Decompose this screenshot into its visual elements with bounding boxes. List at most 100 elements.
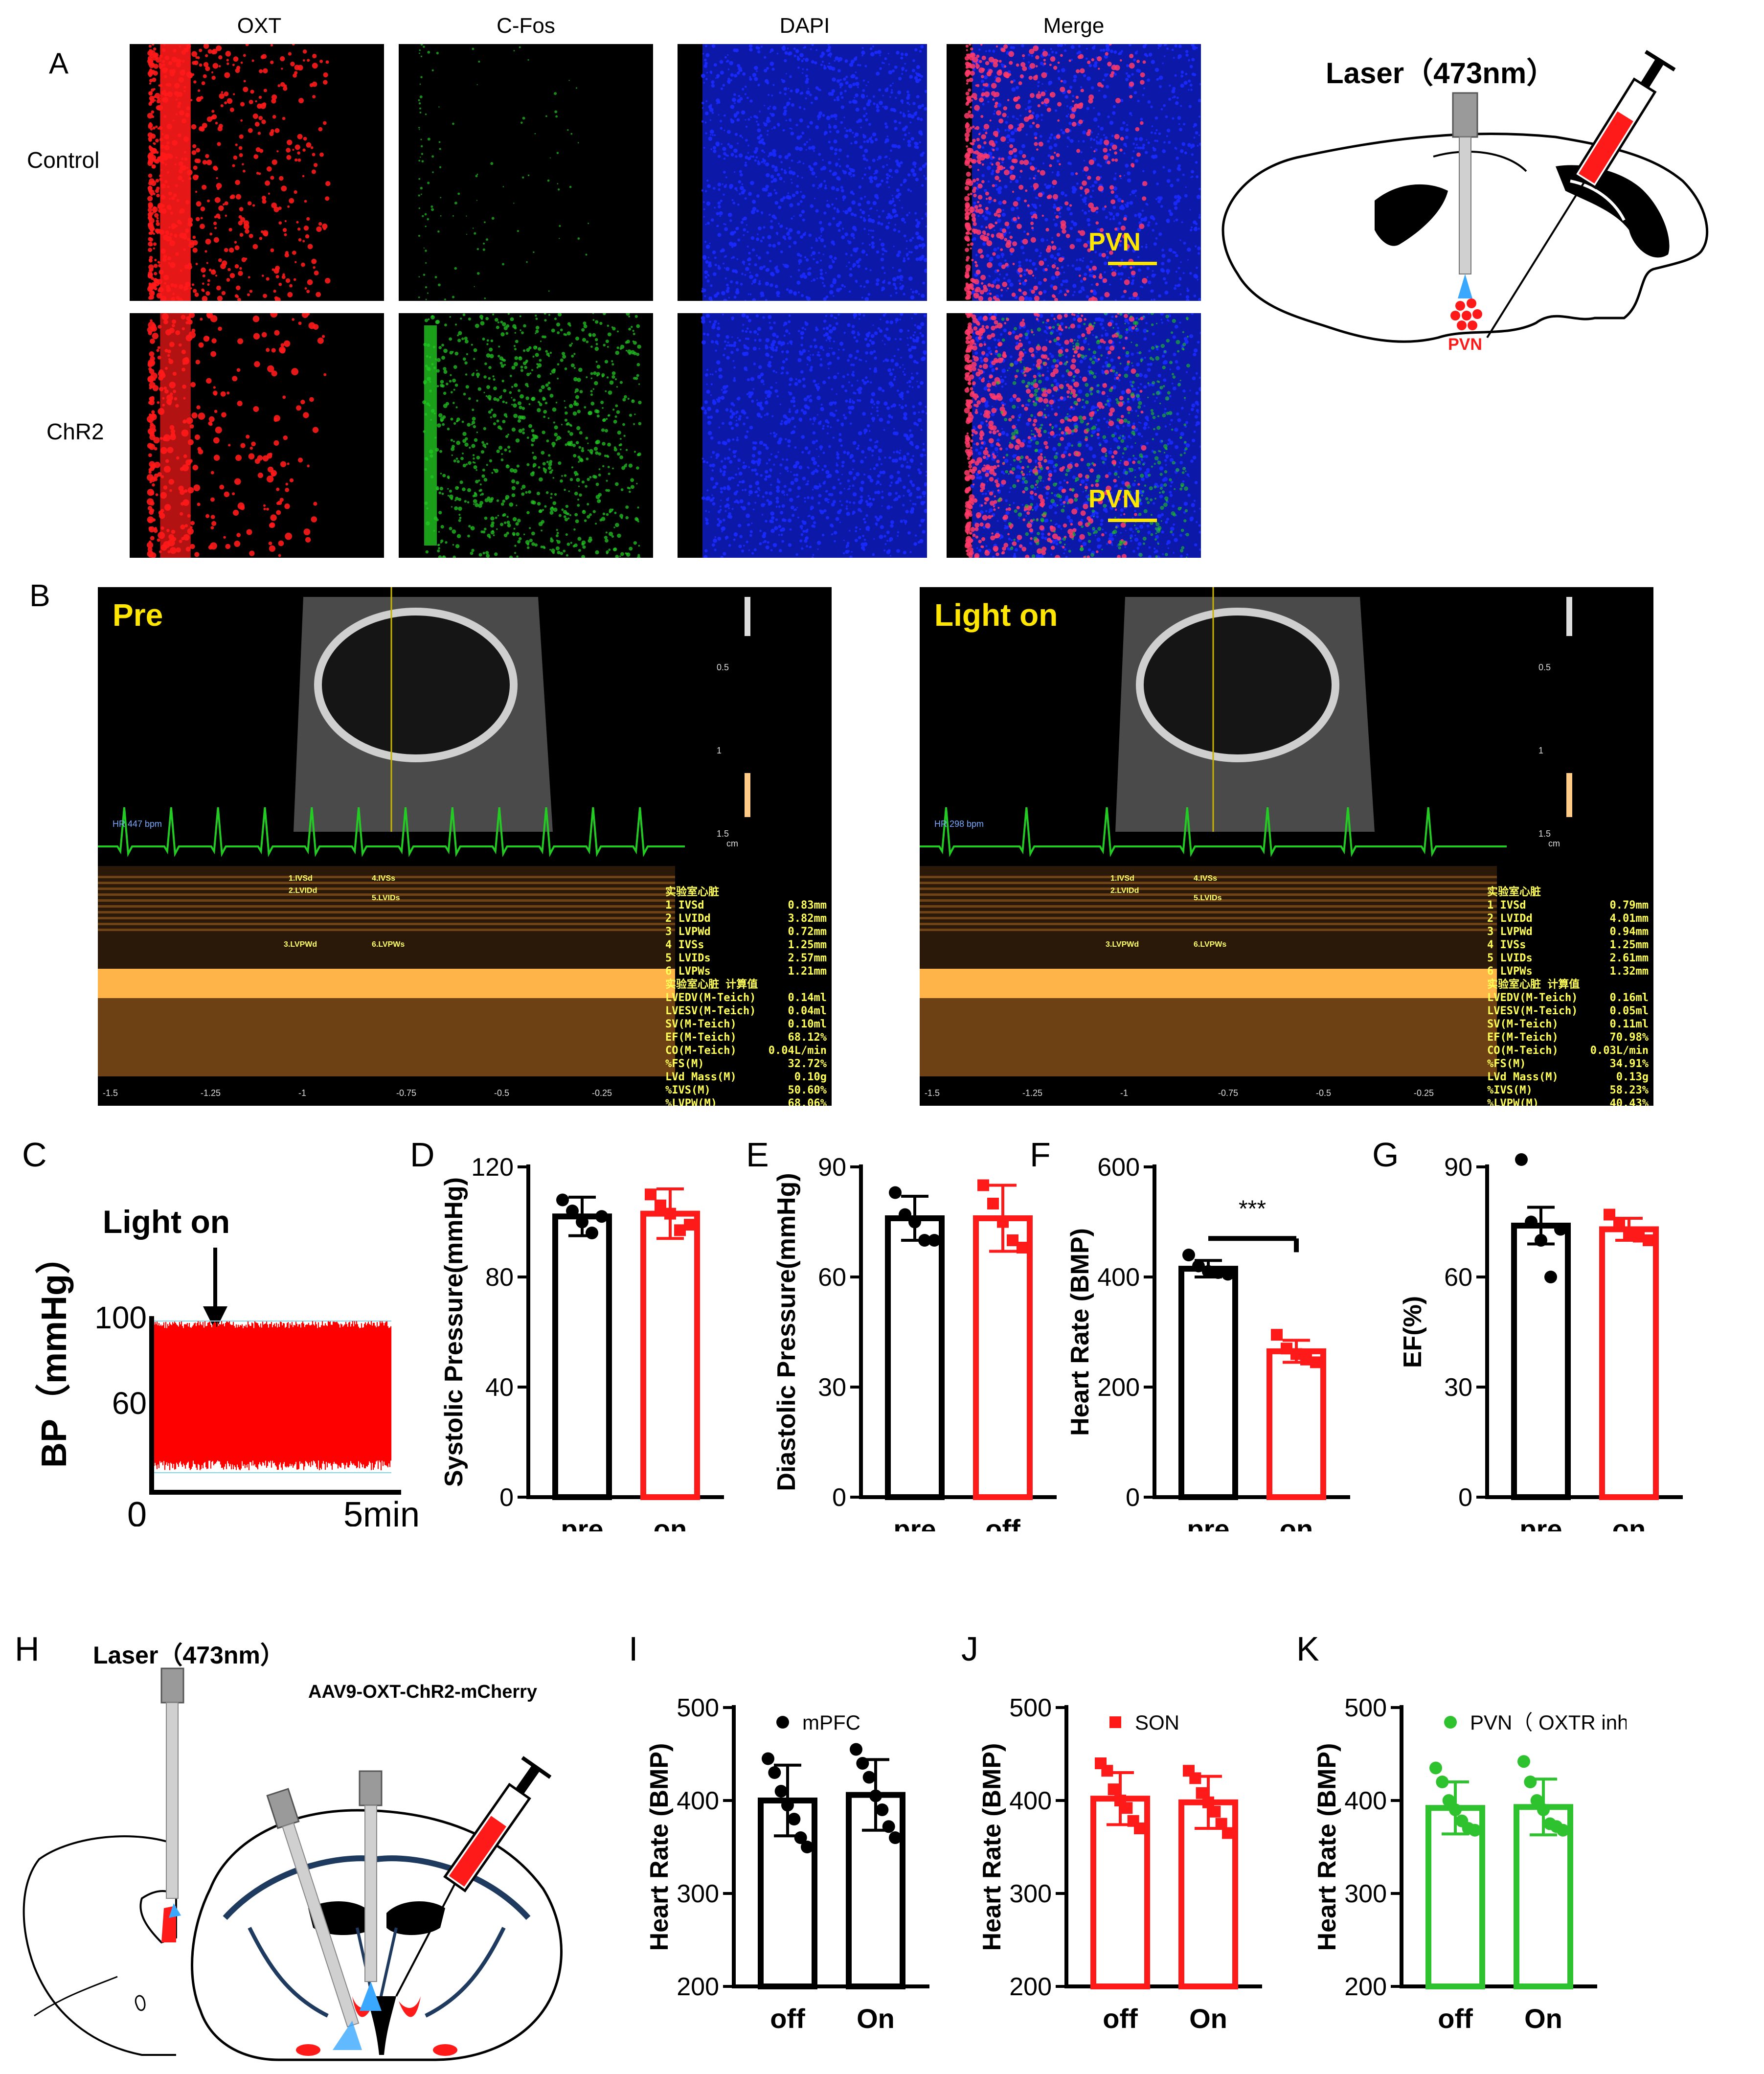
laser-label-h: Laser（473nm） (93, 1641, 285, 1669)
panel-letter-j: J (961, 1630, 978, 1668)
y-axis-label: Heart Rate (BMP) (1313, 1743, 1341, 1951)
y-tick-label: 200 (1009, 1973, 1052, 2001)
x-category-label: off (1438, 2003, 1473, 2034)
data-point (576, 1215, 588, 1229)
panel-letter-b: B (29, 578, 50, 613)
echo-unit: cm (726, 839, 738, 848)
bar (640, 1210, 700, 1500)
panel-letter-a: A (49, 47, 69, 80)
data-point (781, 1799, 794, 1812)
readout-row: 1 IVSd 0.83mm (665, 899, 827, 912)
data-point (774, 1785, 788, 1798)
bar-chart-g: 0 30 60 90 EF(%) pre on (1399, 1153, 1683, 1531)
panel-letter-g: G (1372, 1136, 1399, 1174)
readout-header: 实验室心脏 (1487, 886, 1541, 898)
data-point (1604, 1208, 1615, 1221)
data-point (1202, 1265, 1215, 1278)
data-point (1515, 1153, 1528, 1166)
data-point (1436, 1776, 1449, 1788)
data-point (664, 1208, 676, 1220)
echo-xtick: -0.5 (1316, 1088, 1331, 1098)
data-point (556, 1193, 569, 1207)
y-tick-label: 0 (832, 1483, 846, 1512)
data-point (1525, 1215, 1538, 1229)
echo-xtick: -1.5 (925, 1088, 940, 1098)
y-tick-label: 500 (1009, 1694, 1052, 1722)
y-tick-label: 60 (1444, 1263, 1472, 1292)
echo-xtick: -1.25 (1022, 1088, 1042, 1098)
echo-ytick: 0.5 (717, 662, 729, 672)
readout-row: LVESV(M-Teich) 0.05ml (1487, 1005, 1649, 1017)
column-label-oxt: OXT (237, 14, 282, 38)
data-point (918, 1234, 931, 1247)
y-axis-label: Heart Rate (BMP) (978, 1743, 1006, 1951)
data-point (762, 1752, 774, 1765)
data-point (869, 1789, 882, 1802)
y-axis-label: Heart Rate (BMP) (645, 1743, 674, 1951)
readout-row: 6 LVPWs 1.32mm (1487, 965, 1649, 978)
y-tick-label: 90 (1444, 1153, 1472, 1182)
bar (1178, 1266, 1238, 1500)
laser-label: Laser（473nm） (1326, 57, 1556, 90)
readout-row: %LVPW(M) 40.43% (1487, 1097, 1649, 1106)
y-tick-label: 40 (485, 1373, 514, 1402)
readout-row: 2 LVIDd 3.82mm (665, 912, 827, 925)
y-tick-label: 120 (471, 1153, 514, 1182)
data-point (1121, 1802, 1133, 1814)
legend-marker (1444, 1716, 1457, 1729)
data-point (1442, 1794, 1455, 1807)
readout-row: SV(M-Teich) 0.11ml (1487, 1018, 1649, 1030)
data-point (1182, 1249, 1195, 1261)
y-axis-label: EF(%) (1399, 1296, 1427, 1368)
legend-marker (776, 1716, 789, 1729)
y-tick-label: 80 (485, 1263, 514, 1292)
data-point (645, 1188, 656, 1201)
row-label-chr2: ChR2 (46, 419, 104, 444)
bar (1599, 1226, 1659, 1500)
echo-ytick: 1 (717, 746, 722, 755)
legend-label: PVN（ OXTR inhibitor） (1470, 1711, 1627, 1734)
bar (1266, 1348, 1326, 1500)
echo-xtick: -1 (1120, 1088, 1128, 1098)
data-point (1643, 1234, 1654, 1246)
data-point (1209, 1805, 1221, 1818)
legend-marker (1109, 1716, 1121, 1728)
readout-row: CO(M-Teich) 0.03L/min (1487, 1045, 1649, 1057)
panel-letter-e: E (746, 1136, 769, 1174)
y-tick-label: 60 (818, 1263, 846, 1292)
data-point (1449, 1803, 1462, 1816)
y-tick-label: 0 (499, 1483, 514, 1512)
readout-row: %FS(M) 32.72% (665, 1058, 827, 1070)
y-axis-label: Systolic Pressure(mmHg) (440, 1177, 468, 1487)
y-tick-label: 400 (677, 1787, 719, 1815)
legend-label: mPFC (802, 1711, 860, 1734)
bp-ytick-60: 60 (112, 1386, 147, 1421)
readout-header: 实验室心脏 计算值 (665, 979, 758, 991)
readout-row: 5 LVIDs 2.57mm (665, 952, 827, 964)
bp-ylabel: BP（mmHg） (35, 1239, 74, 1468)
bp-trace (153, 1321, 392, 1470)
y-tick-label: 400 (1344, 1787, 1387, 1815)
x-category-label: on (1612, 1514, 1646, 1531)
readout-row: 2 LVIDd 4.01mm (1487, 912, 1649, 925)
x-category-label: On (1524, 2003, 1562, 2034)
measure-marker: 6.LVPWs (1194, 940, 1226, 949)
readout-row: %IVS(M) 58.23% (1487, 1084, 1649, 1096)
readout-header: 实验室心脏 计算值 (1487, 979, 1580, 991)
x-category-label: on (1280, 1514, 1313, 1531)
data-point (788, 1813, 801, 1825)
measure-marker: 2.LVIDd (1110, 887, 1139, 895)
x-category-label: pre (561, 1514, 603, 1531)
coronal-brain-schematic: Laser（473nm） AAV9-OXT-ChR2-mCherry (23, 1641, 563, 2061)
x-category-label: off (770, 2003, 805, 2034)
data-point (801, 1841, 814, 1853)
data-point (586, 1227, 598, 1239)
y-tick-label: 500 (1344, 1694, 1387, 1722)
bar (973, 1215, 1033, 1500)
y-tick-label: 200 (1344, 1973, 1387, 2001)
panel-letter-d: D (410, 1136, 435, 1174)
data-point (1101, 1765, 1113, 1777)
data-point (595, 1210, 608, 1223)
